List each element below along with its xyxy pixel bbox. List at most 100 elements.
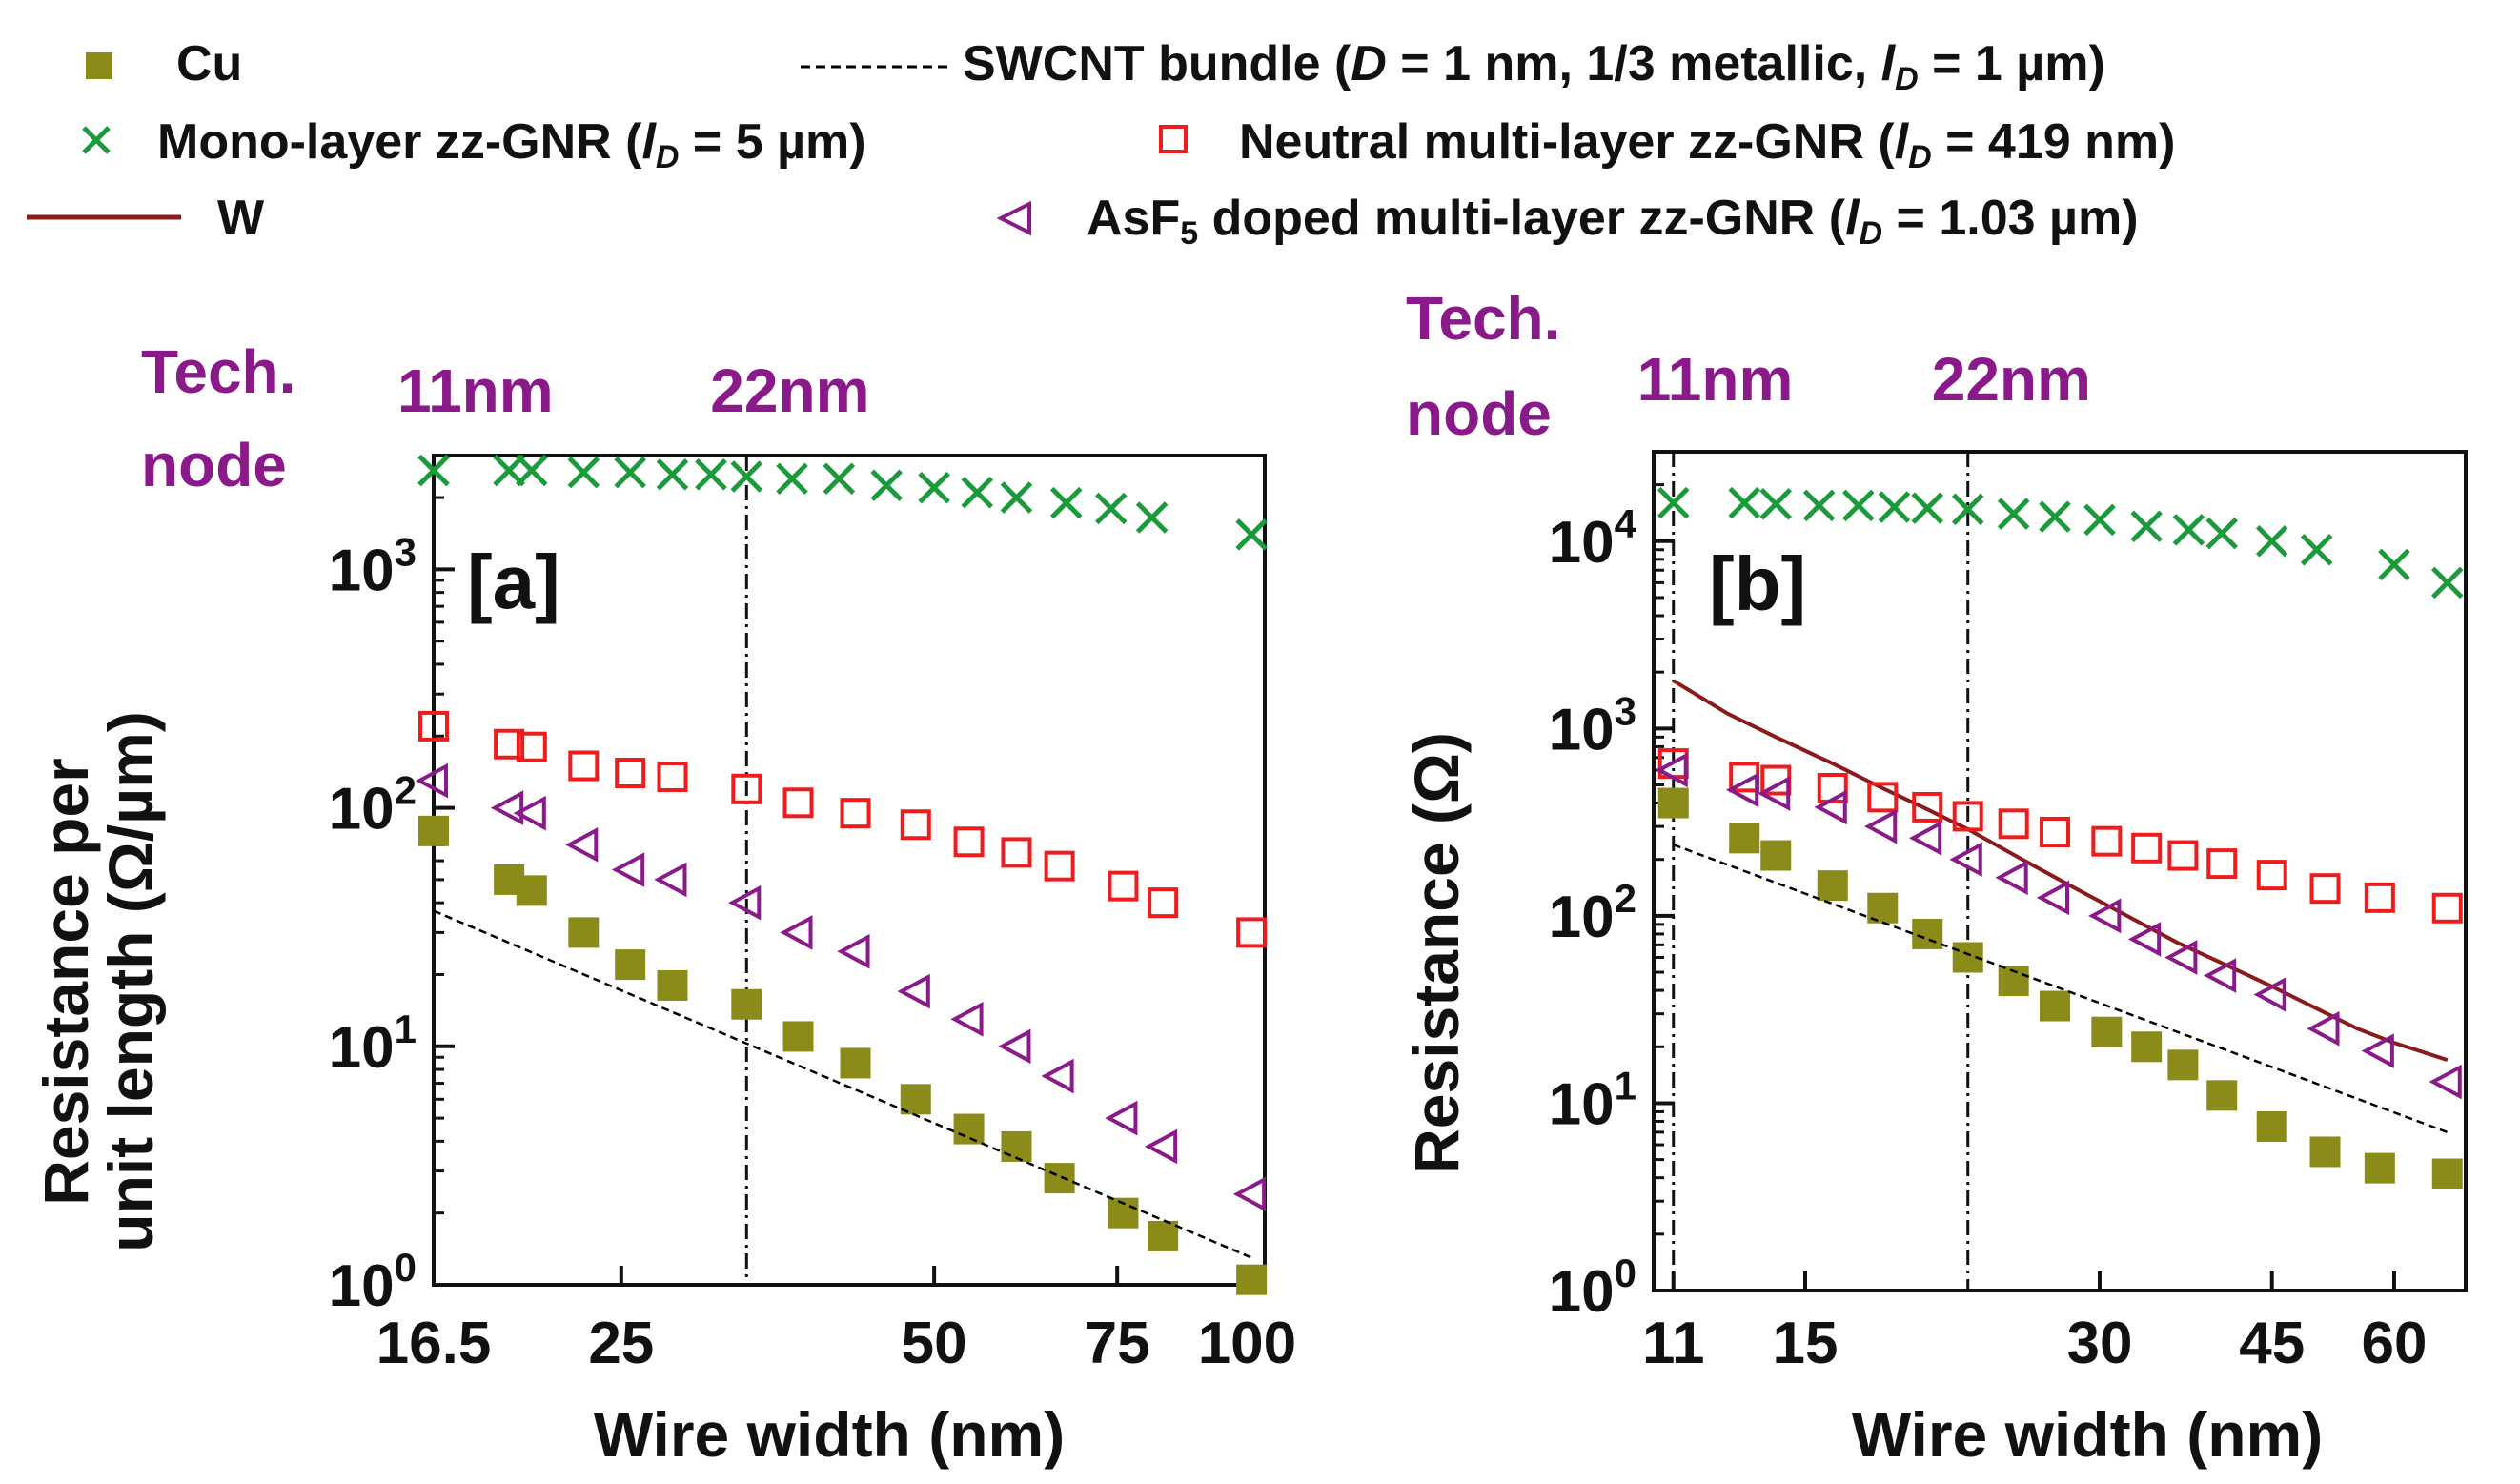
p1-series-neutral-point-16 (2431, 892, 2463, 924)
p0-series-neutral-point-14 (1148, 887, 1179, 919)
panel-a: Resistance per unit length (Ω/µm) Tech. … (30, 337, 1296, 1470)
p0-series-asf5-point-14 (1144, 1128, 1178, 1165)
p1-ytick-label-4: 104 (1549, 501, 1637, 576)
p1-tech-node-label-22nm: 22nm (1932, 345, 2091, 414)
p0-series-neutral-point-10 (953, 826, 985, 858)
p0-series-mono-point-8 (776, 462, 808, 496)
p1-series-asf5-point-3 (1814, 789, 1847, 825)
p0-series-neutral-point-13 (1108, 870, 1139, 902)
p1-series-asf5-point-12 (2203, 958, 2237, 993)
legend-neutral-marker (1159, 125, 1188, 153)
p1-series-neutral-point-13 (2256, 860, 2287, 891)
p1-series-asf5-point-8 (2036, 880, 2070, 916)
panel-b-ylabel: Resistance (Ω) (1401, 732, 1472, 1174)
panel-a-tech-line2: node (141, 431, 287, 499)
p1-series-cu-point-8 (2040, 990, 2071, 1022)
p1-plot-frame (1652, 450, 2468, 1292)
p1-series-cu-point-0 (1657, 787, 1689, 819)
p1-xtick-label-4: 60 (2361, 1311, 2427, 1376)
p1-xtick-label-3: 45 (2239, 1311, 2305, 1376)
p0-xtick-label-4: 100 (1198, 1311, 1296, 1376)
panel-b-tech-line1: Tech. (1406, 284, 1560, 353)
panel-a-tech-line1: Tech. (141, 337, 295, 406)
p0-series-asf5-point-0 (415, 762, 448, 799)
p0-series-cu-point-5 (657, 969, 688, 1001)
p1-series-mono-point-0 (1656, 486, 1690, 519)
p0-series-mono-point-1 (493, 454, 525, 487)
p0-xtick-label-0: 16.5 (376, 1311, 492, 1376)
p0-series-mono-point-10 (870, 469, 903, 502)
p1-series-asf5-point-10 (2127, 922, 2162, 957)
p1-series-cu-point-14 (2309, 1136, 2341, 1168)
p1-series-cu-point-5 (1912, 918, 1943, 949)
p0-series-neutral-point-12 (1044, 850, 1075, 882)
p1-series-mono-point-14 (2255, 525, 2288, 558)
p1-ytick-label-2: 102 (1549, 876, 1636, 950)
legend-w-label: W (217, 191, 265, 246)
p0-ytick-label-0: 100 (329, 1245, 417, 1319)
p1-series-cu-point-15 (2364, 1152, 2395, 1184)
p0-series-cu-point-15 (1236, 1264, 1268, 1295)
p0-xtick-label-1: 25 (588, 1311, 654, 1376)
p0-series-neutral-point-1 (494, 728, 525, 760)
p1-series-asf5-point-1 (1725, 772, 1759, 808)
p1-xtick-label-2: 30 (2066, 1311, 2132, 1376)
p0-series-neutral-point-11 (1001, 837, 1032, 868)
p1-series-cu-point-9 (2091, 1016, 2123, 1047)
p0-series-cu-point-3 (568, 917, 600, 948)
p1-series-mono-point-9 (2039, 500, 2071, 533)
p1-series-mono-point-3 (1802, 489, 1836, 522)
p1-series-neutral-point-14 (2309, 873, 2341, 905)
p0-series-neutral-point-7 (782, 787, 814, 819)
p1-series-asf5-point-4 (1864, 808, 1898, 844)
p1-series-mono-point-10 (2083, 503, 2116, 537)
p0-ytick-label-3: 103 (329, 529, 417, 603)
legend-asf5-marker (996, 200, 1031, 236)
p1-series-mono-point-15 (2300, 534, 2333, 566)
p1-series-asf5-point-9 (2088, 898, 2122, 934)
panel-b-label: [b] (1709, 541, 1806, 626)
p1-series-asf5-point-13 (2253, 977, 2286, 1012)
p1-ytick-label-0: 100 (1549, 1250, 1636, 1325)
p1-series-mono-point-8 (1997, 498, 2030, 530)
p1-series-asf5-point-5 (1908, 820, 1942, 856)
p0-series-asf5-point-2 (513, 795, 546, 831)
p1-series-mono-point-11 (2130, 510, 2163, 542)
panel-a-ylabel-line2: unit length (Ω/µm) (95, 711, 166, 1252)
p0-series-asf5-point-1 (490, 790, 524, 825)
p1-series-mono-point-6 (1911, 492, 1944, 524)
p1-series-mono-point-17 (2430, 566, 2464, 600)
p0-series-asf5-point-12 (1041, 1058, 1074, 1094)
p0-series-mono-point-3 (567, 456, 600, 489)
p0-series-cu-point-2 (516, 875, 547, 906)
p0-series-asf5-point-9 (897, 973, 930, 1009)
legend-mono-label: Mono-layer zz-GNR (lD = 5 µm) (157, 114, 866, 175)
legend-neutral-label: Neutral multi-layer zz-GNR (lD = 419 nm) (1239, 114, 2175, 175)
p1-series-cu-point-2 (1760, 840, 1792, 871)
legend-mono-marker (82, 126, 111, 154)
panel-b: Resistance (Ω) Tech. node Wire width (nm… (1401, 284, 2468, 1470)
p1-series-neutral-point-10 (2131, 832, 2163, 864)
panel-a-ylabel-line1: Resistance per (30, 758, 101, 1206)
p1-series-neutral-point-6 (1952, 801, 1983, 832)
p0-series-cu-point-6 (731, 988, 762, 1020)
p1-series-mono-point-5 (1878, 491, 1911, 523)
legend: Cu SWCNT bundle (D = 1 nm, 1/3 metallic,… (27, 36, 2175, 252)
p0-series-cu-point-0 (418, 815, 449, 846)
p1-series-neutral-point-11 (2167, 840, 2199, 871)
p0-series-asf5-point-13 (1105, 1100, 1138, 1136)
p0-series-asf5-point-7 (780, 915, 813, 950)
p0-series-cu-point-9 (900, 1084, 931, 1115)
p0-series-asf5-point-8 (837, 933, 870, 969)
p0-series-mono-point-0 (417, 454, 450, 487)
p1-series-cu-point-10 (2131, 1031, 2163, 1063)
p1-series-mono-point-2 (1759, 487, 1793, 520)
p1-series-neutral-point-7 (1998, 808, 2029, 840)
p0-series-mono-point-17 (1235, 518, 1268, 551)
p0-series-asf5-point-10 (950, 1001, 984, 1037)
p1-xtick-label-0: 11 (1642, 1311, 1705, 1376)
p0-series-neutral-point-5 (657, 761, 688, 792)
p1-series-asf5-point-2 (1758, 776, 1791, 811)
p0-xtick-label-3: 75 (1085, 1311, 1150, 1376)
p1-series-asf5-point-16 (2429, 1064, 2462, 1100)
